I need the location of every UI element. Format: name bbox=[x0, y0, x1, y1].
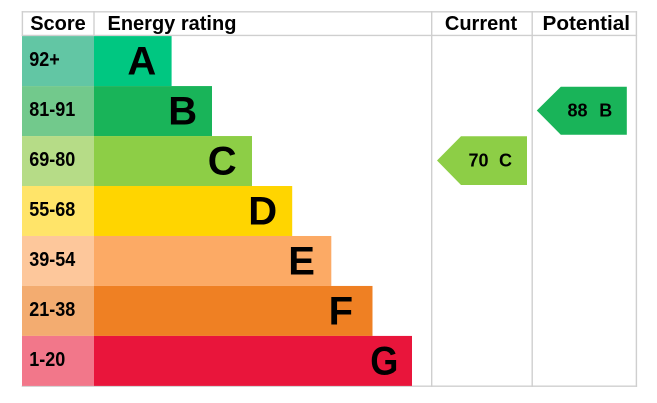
svg-text:88: 88 bbox=[567, 101, 587, 121]
svg-text:C: C bbox=[499, 151, 512, 171]
svg-text:55-68: 55-68 bbox=[29, 199, 75, 221]
svg-text:B: B bbox=[168, 90, 197, 134]
svg-text:A: A bbox=[127, 40, 156, 84]
svg-text:39-54: 39-54 bbox=[29, 249, 76, 271]
svg-text:21-38: 21-38 bbox=[29, 299, 75, 321]
svg-text:81-91: 81-91 bbox=[29, 99, 75, 121]
svg-text:Potential: Potential bbox=[543, 13, 631, 35]
svg-text:70: 70 bbox=[468, 151, 488, 171]
svg-text:E: E bbox=[288, 240, 315, 284]
svg-text:69-80: 69-80 bbox=[29, 149, 75, 171]
svg-text:C: C bbox=[208, 140, 237, 184]
svg-text:Energy rating: Energy rating bbox=[108, 13, 237, 35]
svg-text:Current: Current bbox=[445, 13, 518, 35]
svg-text:Score: Score bbox=[30, 13, 86, 35]
svg-text:F: F bbox=[329, 290, 353, 334]
svg-text:92+: 92+ bbox=[29, 49, 60, 71]
svg-text:B: B bbox=[599, 101, 612, 121]
svg-text:D: D bbox=[248, 190, 277, 234]
svg-text:G: G bbox=[370, 340, 398, 384]
svg-text:1-20: 1-20 bbox=[29, 349, 65, 371]
